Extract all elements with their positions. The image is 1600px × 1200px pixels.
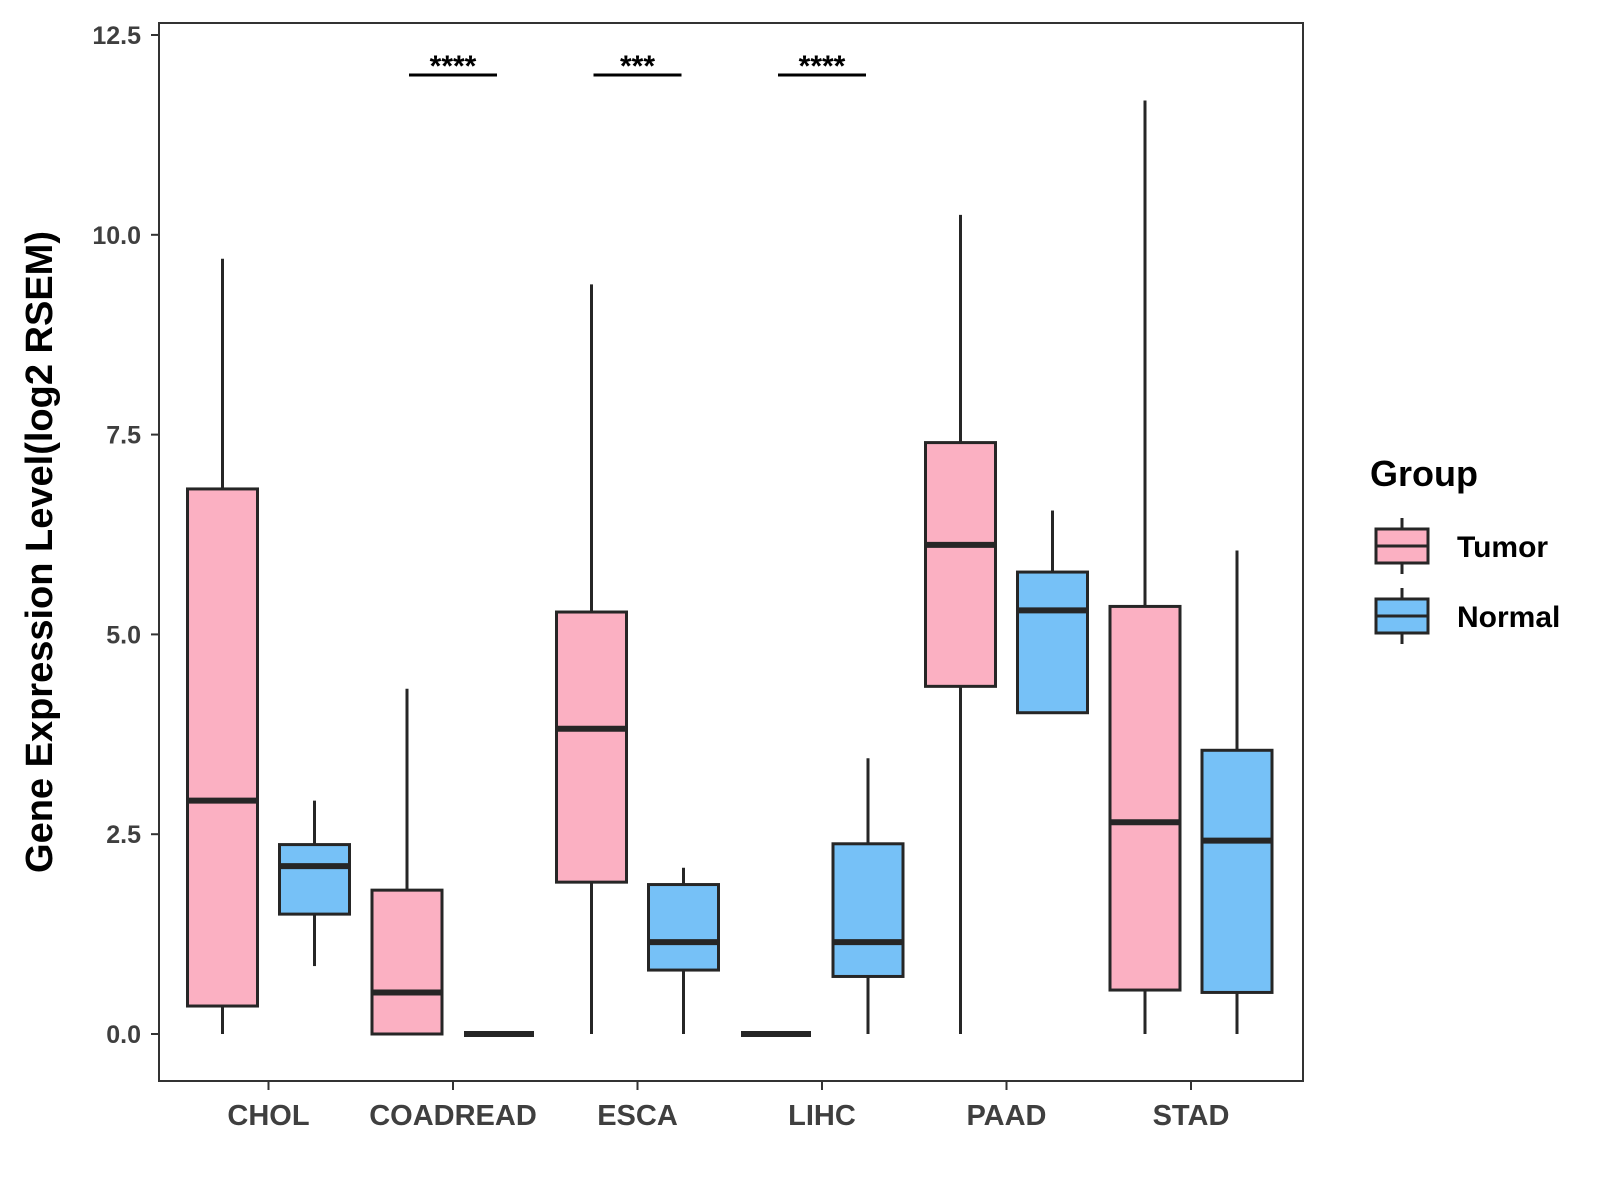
box-normal-esca: [647, 867, 720, 1034]
significance-label: ****: [430, 50, 477, 83]
panel-border: [158, 22, 1304, 1082]
box-body: [1200, 748, 1274, 994]
significance-label: ***: [620, 50, 655, 83]
box-body: [1108, 604, 1182, 992]
box-normal-stad: [1200, 550, 1274, 1034]
box-body: [370, 888, 444, 1036]
box-tumor-chol: [186, 258, 259, 1034]
box-body: [924, 441, 997, 688]
x-tick-label: STAD: [1153, 1100, 1230, 1132]
box-body: [555, 610, 628, 884]
box-normal-lihc: [831, 758, 905, 1034]
box-body: [831, 842, 905, 978]
box-body: [647, 883, 720, 972]
y-tick-label: 12.5: [92, 22, 141, 50]
x-tick-label: PAAD: [966, 1100, 1046, 1132]
x-tick-label: CHOL: [227, 1100, 309, 1132]
box-tumor-paad: [924, 214, 997, 1034]
box-tumor-stad: [1108, 100, 1182, 1034]
legend-item-tumor: Tumor: [1374, 518, 1548, 574]
box-body: [186, 487, 259, 1008]
x-tick-label: LIHC: [788, 1100, 856, 1132]
legend-label: Tumor: [1457, 531, 1548, 564]
box-body: [1016, 570, 1089, 715]
legend-item-normal: Normal: [1374, 588, 1560, 644]
legend: Group Tumor Normal: [1370, 453, 1560, 644]
box-normal-chol: [278, 800, 351, 967]
box-body: [278, 843, 351, 916]
y-tick-label: 2.5: [106, 821, 141, 849]
legend-label: Normal: [1457, 601, 1560, 634]
x-tick-label: COADREAD: [369, 1100, 537, 1132]
y-axis-title: Gene Expression Level(log2 RSEM): [19, 231, 61, 873]
plot-area: **** *** ****: [186, 50, 1274, 1037]
legend-title: Group: [1370, 453, 1478, 494]
significance-label: ****: [799, 50, 846, 83]
y-tick-label: 0.0: [106, 1021, 141, 1049]
box-tumor-esca: [555, 284, 628, 1034]
box-normal-paad: [1016, 510, 1089, 715]
box-tumor-coadread: [370, 688, 444, 1036]
y-tick-label: 7.5: [106, 422, 141, 450]
x-tick-label: ESCA: [597, 1100, 678, 1132]
axes: 0.0 2.5 5.0 7.5 10.0 12.5 CHOL COADREAD ESCA LIHC…: [19, 22, 1304, 1132]
y-tick-label: 10.0: [92, 222, 141, 250]
y-tick-label: 5.0: [106, 621, 141, 649]
